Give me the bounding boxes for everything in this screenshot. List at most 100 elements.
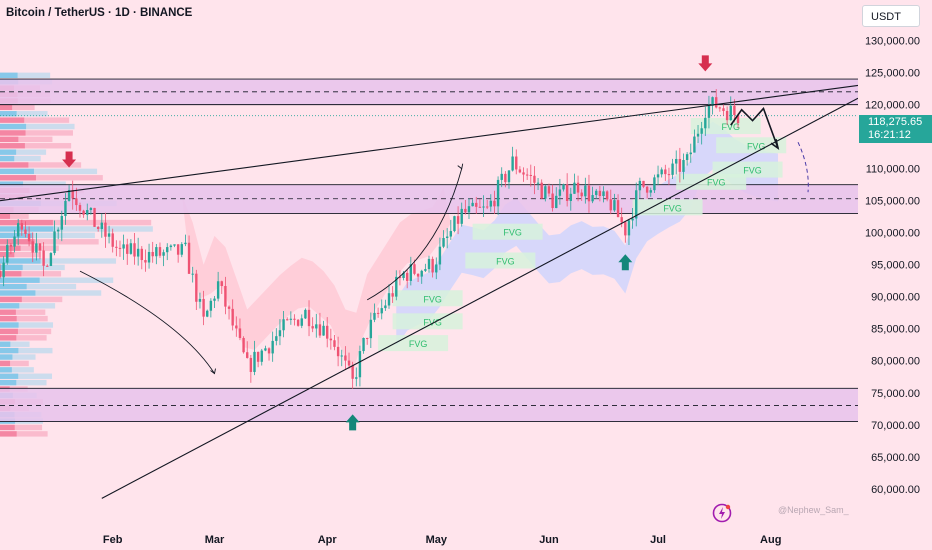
candle-body [278,330,282,337]
volume-profile-bar-core [0,322,19,328]
candle-body [129,243,133,254]
candle-body [413,264,416,274]
price-tick-label: 90,000.00 [871,292,920,304]
candle-body [638,180,642,191]
volume-profile-bar [0,271,62,277]
candle-body [376,312,380,314]
candle-body [427,258,431,270]
candle-body [67,189,71,201]
volume-profile-bar [0,155,41,162]
volume-profile-bar [0,72,51,79]
candle-body [602,191,605,197]
volume-profile-bar [0,175,103,181]
candle-body [395,276,398,297]
candle-body [696,133,700,137]
candle-body [344,355,347,361]
candle-body [496,179,500,207]
candle-body [576,182,580,193]
candle-body [326,325,329,339]
candle-body [282,319,285,331]
candle-body [71,189,74,199]
candle-body [191,273,194,275]
fvg-box [716,137,787,154]
candle-body [704,117,707,129]
candle-body [547,186,551,194]
price-tick-label: 110,000.00 [866,164,920,176]
price-tick-label: 75,000.00 [871,388,920,400]
candle-body [333,340,336,347]
candle-body [355,377,358,379]
support-resistance-zones [0,78,858,423]
candle-body [16,223,20,237]
candle-body [733,105,736,116]
bar-countdown: 16:21:12 [868,129,911,141]
candle-body [315,324,318,329]
fvg-label: FVG [503,228,522,238]
candles [0,89,740,389]
volume-profile-bar-core [0,181,24,187]
time-tick-label: Jul [650,534,666,546]
volume-profile-bar [0,123,75,130]
volume-profile-bar-core [0,354,13,360]
candle-body [402,272,405,279]
volume-profile-bar-core [0,155,15,162]
candle-body [133,243,136,257]
volume-profile-bar [0,251,41,258]
candle-body [220,281,223,287]
time-tick-label: Mar [205,534,225,546]
volume-profile-bar [0,373,53,379]
volume-profile-bar [0,117,70,123]
volume-profile-bar-core [0,264,23,271]
candle-body [471,202,474,207]
candle-body [380,308,383,314]
candle-body [173,244,176,246]
candle-body [398,276,402,279]
candle-body [416,273,420,277]
candle-body [449,231,453,237]
candle-body [464,208,467,213]
candle-body [682,160,685,172]
price-tick-label: 65,000.00 [871,452,920,464]
candle-body [667,174,671,176]
volume-profile-bar-core [0,72,18,79]
candle-body [693,136,696,153]
candle-body [107,233,111,237]
volume-profile-bar-core [0,130,26,136]
candle-body [489,200,493,207]
candle-body [507,170,511,183]
candle-body [475,202,478,207]
price-tick-label: 60,000.00 [871,484,920,496]
candle-body [409,264,413,281]
candle-body [718,107,722,109]
candle-body [613,200,616,211]
candle-body [231,308,234,326]
candle-body [707,105,711,118]
volume-profile-bar-core [0,232,34,239]
candle-body [6,244,9,263]
price-axis-background [858,0,932,550]
volume-profile-bar-core [0,379,17,386]
candle-body [729,105,732,121]
candle-body [700,128,703,134]
candle-body [660,169,663,175]
candle-body [158,247,162,256]
candle-body [340,355,343,357]
buy-arrow-icon [345,414,360,431]
fvg-label: FVG [743,166,762,176]
candle-body [387,293,391,306]
candle-body [64,200,67,216]
currency-button[interactable]: USDT [862,5,920,27]
price-tick-label: 85,000.00 [871,324,920,336]
candle-body [689,152,692,155]
tradingview-logo-icon [712,503,732,523]
fvg-label: FVG [423,294,442,304]
candle-body [206,310,209,317]
fvg-label: FVG [663,203,682,213]
candle-body [627,220,631,236]
candle-body [595,190,598,196]
price-tick-label: 70,000.00 [871,420,920,432]
volume-profile-bar-core [0,239,35,245]
fvg-label: FVG [747,141,766,151]
candle-body [453,216,456,232]
